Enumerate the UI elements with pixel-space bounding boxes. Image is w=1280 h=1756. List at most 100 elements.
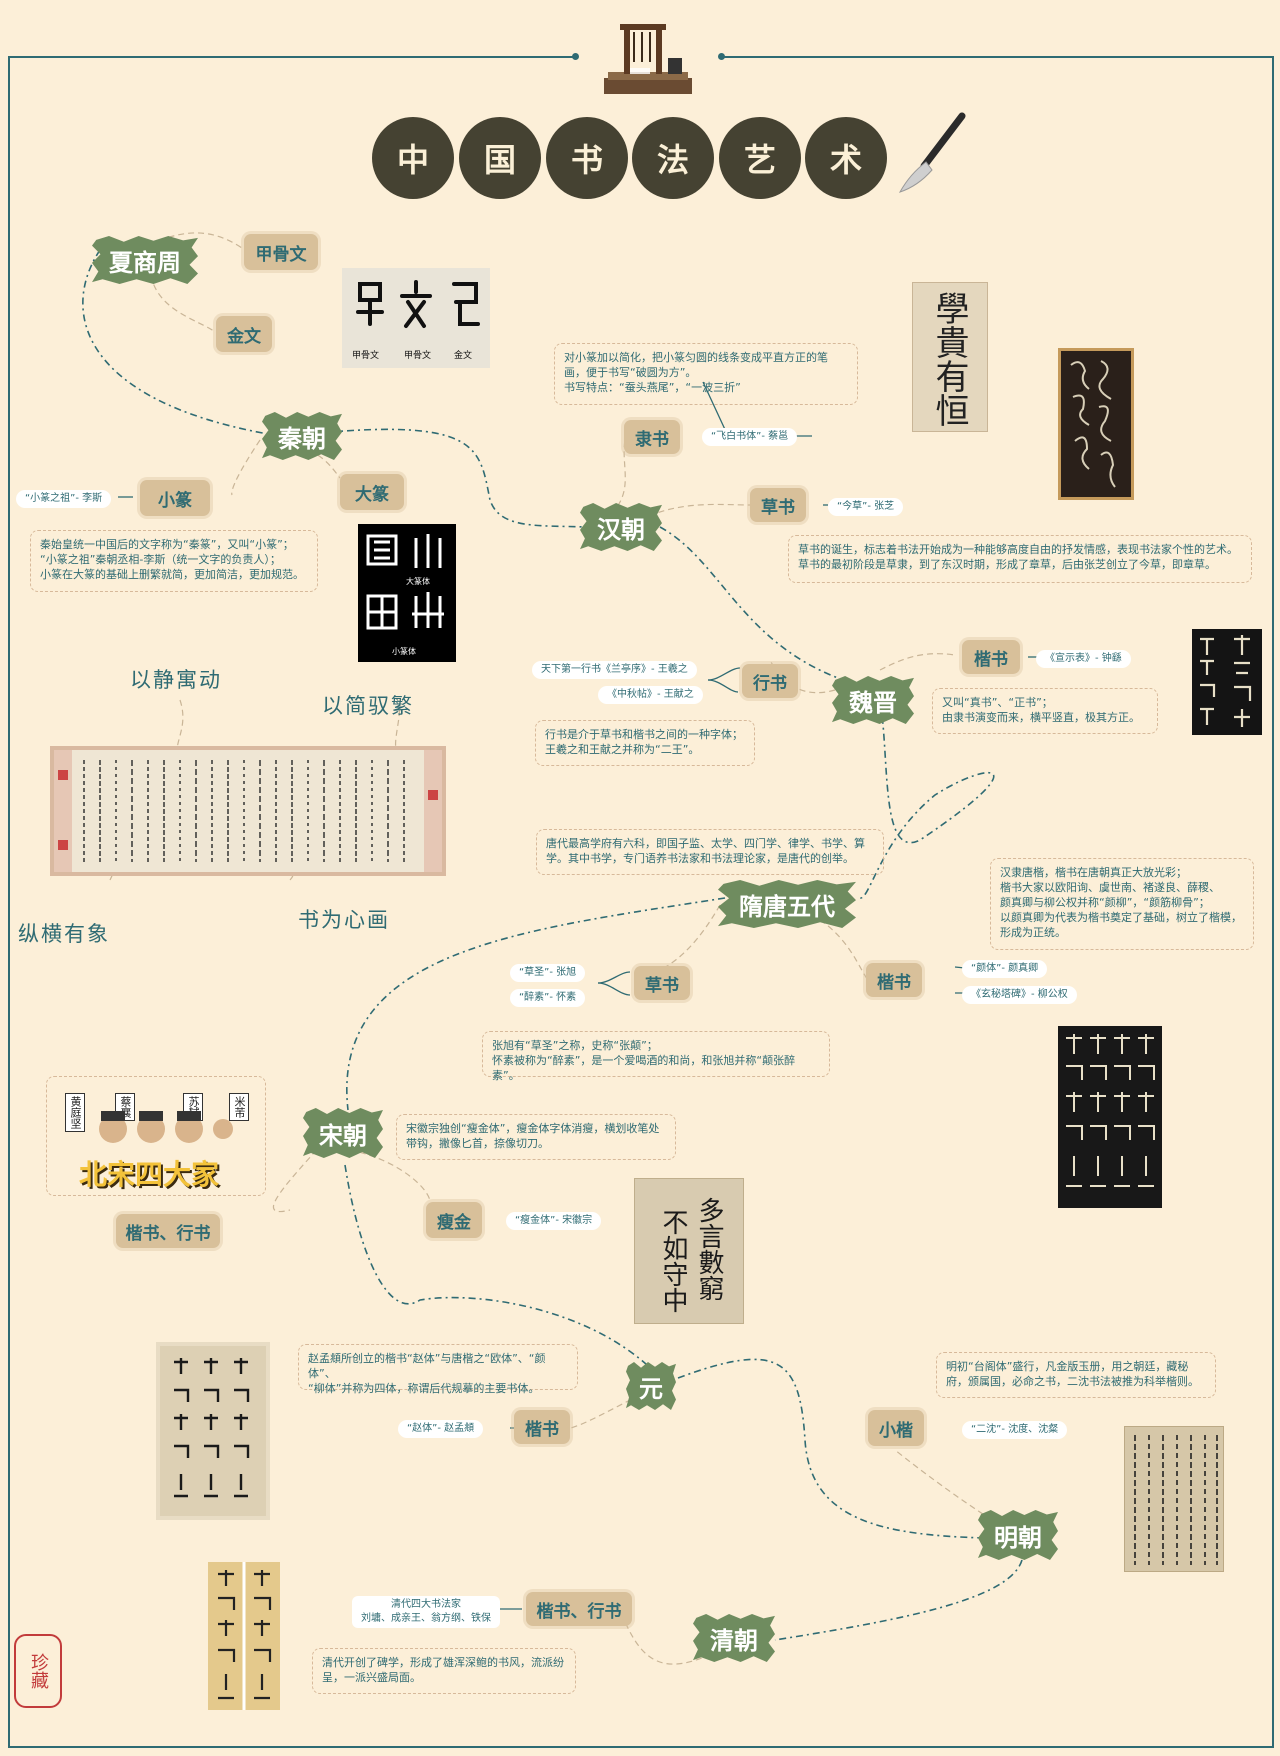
motto-zongheng: 纵横有象 [18, 922, 110, 946]
pill-zuisu: “醉素”- 怀素 [510, 989, 586, 1007]
dynasty-han[interactable]: 汉朝 [580, 503, 662, 551]
tag-kaishu-wei[interactable]: 楷书 [962, 640, 1020, 674]
pill-shoujinti: “瘦金体”- 宋徽宗 [506, 1212, 602, 1230]
frame-top-left [8, 56, 576, 58]
note-line: “柳体”并称为四体，称谓后代规摹的主要书体。 [308, 1382, 540, 1395]
pill-xiaozhuan-ancestor: “小篆之祖”- 李斯 [16, 490, 112, 508]
xiaokai-glyphs [1134, 1435, 1218, 1565]
tag-kaishu-tang[interactable]: 楷书 [866, 963, 922, 997]
note-line: 王羲之和王献之并称为“二王”。 [545, 743, 700, 756]
zhao-kaishu-image [156, 1342, 270, 1520]
pill-xuanshibiao: 《宣示表》- 钟繇 [1036, 650, 1131, 668]
dynasty-qin[interactable]: 秦朝 [262, 412, 342, 460]
cursive-strokes [1070, 360, 1116, 488]
dynasty-suitang[interactable]: 隋唐五代 [718, 880, 856, 928]
kaishu-rubbing-tang [1058, 1026, 1162, 1208]
note-line: 书写特点：“蚕头燕尾”，“一波三折” [564, 381, 741, 394]
note-line: 楷书大家以欧阳询、虞世南、褚遂良、薛稷、 [1000, 881, 1220, 894]
tag-kaishu-yuan[interactable]: 楷书 [514, 1410, 570, 1444]
note-line: 草书的诞生，标志着书法开始成为一种能够高度自由的抒发情感，表现书法家个性的艺术。 [798, 543, 1238, 556]
note-line: 呈，一派兴盛局面。 [322, 1671, 421, 1684]
oracle-bone-image: 甲骨文 甲骨文 金文 [342, 268, 490, 368]
pill-caosheng: “草圣”- 张旭 [510, 964, 586, 982]
seal-text: 珍藏 [28, 1653, 49, 1689]
frame-top-right [722, 56, 1272, 58]
dynasty-ming[interactable]: 明朝 [978, 1510, 1058, 1560]
tag-kai-xing-qing[interactable]: 楷书、行书 [526, 1592, 632, 1626]
note-line: “小篆之祖”秦朝丞相-李斯（统一文字的负责人）； [40, 553, 281, 566]
title-char-5: 艺 [719, 117, 801, 199]
tag-kai-xing-song[interactable]: 楷书、行书 [116, 1214, 220, 1248]
dynasty-qing[interactable]: 清朝 [693, 1614, 775, 1662]
tag-jiaguwen[interactable]: 甲骨文 [244, 234, 318, 270]
xiaokai-image [1124, 1426, 1224, 1572]
tag-xiaokai[interactable]: 小楷 [868, 1410, 924, 1446]
dynasty-weijin[interactable]: 魏晋 [832, 676, 914, 724]
motto-yijing: 以静寓动 [130, 668, 222, 692]
title-char-3: 书 [546, 117, 628, 199]
tag-caoshu-tang[interactable]: 草书 [634, 966, 690, 1000]
pill-feibai: “飞白书体”- 蔡邕 [702, 428, 798, 446]
note-line: 张旭有“草圣”之称，史称“张颠”； [492, 1039, 658, 1052]
note-kaishu-wei: 又叫“真书”、“正书”； 由隶书演变而来，横平竖直，极其方正。 [932, 688, 1158, 734]
note-line: 明初“台阁体”盛行，凡金版玉册，用之朝廷，藏秘 [946, 1360, 1189, 1373]
song-masters-title: 北宋四大家 [79, 1158, 220, 1191]
page-frame [8, 56, 1274, 1748]
title-char-4: 法 [632, 117, 714, 199]
note-line: 学。其中书学，专门语养书法家和书法理论家，是唐代的创举。 [546, 852, 854, 865]
song-masters-portraits [99, 1111, 233, 1143]
note-line: 草书的最初阶段是草隶，到了东汉时期，形成了章草，后由张芝创立了今草，即章草。 [798, 558, 1216, 571]
note-line: 宋徽宗独创“瘦金体”，瘦金体字体消瘦，横划收笔处 [406, 1122, 660, 1135]
note-line: 汉隶唐楷，楷书在唐朝真正大放光彩； [1000, 866, 1187, 879]
shoujin-text-2: 不如守中 [658, 1209, 688, 1313]
song-master-1: 黄庭坚 [65, 1093, 85, 1132]
tag-shoujin[interactable]: 瘦金 [426, 1202, 482, 1238]
note-line: 带钩，撇像匕首，捺像切刀。 [406, 1137, 549, 1150]
collection-seal: 珍藏 [14, 1634, 62, 1708]
note-line: 颜真卿与柳公权并称“颜柳”，“颜筋柳骨”； [1000, 896, 1210, 909]
tag-lishu[interactable]: 隶书 [624, 420, 680, 454]
qing-couplet-image [208, 1562, 280, 1710]
note-line: 秦始皇统一中国后的文字称为“秦篆”，又叫“小篆”； [40, 538, 294, 551]
dynasty-xia-shang-zhou[interactable]: 夏商周 [92, 236, 198, 284]
tag-xiaozhuan[interactable]: 小篆 [140, 480, 210, 516]
oracle-label-1: 甲骨文 [352, 351, 380, 361]
song-masters-image: 黄庭坚 蔡襄 苏轼 米芾 北宋四大家 [46, 1076, 266, 1196]
kaishu-glyphs-tang [1066, 1034, 1155, 1187]
note-line: 由隶书演变而来，横平竖直，极其方正。 [942, 711, 1140, 724]
title-char-6: 术 [805, 117, 887, 199]
kaishu-rubbing-wei [1192, 629, 1262, 735]
zhao-glyphs [174, 1358, 250, 1498]
note-line: 唐代最高学府有六科，即国子监、太学、四门学、律学、书学、算 [546, 837, 865, 850]
frame-dot-left [572, 53, 579, 60]
dynasty-song[interactable]: 宋朝 [303, 1108, 383, 1158]
tag-xingshu[interactable]: 行书 [742, 664, 798, 698]
note-line: 对小篆加以简化，把小篆匀圆的线条变成平直方正的笔 [564, 351, 828, 364]
note-qing: 清代开创了碑学，形成了雄浑深鲍的书风，流派纷 呈，一派兴盛局面。 [312, 1648, 576, 1694]
note-xingshu: 行书是介于草书和楷书之间的一种字体； 王羲之和王献之并称为“二王”。 [535, 720, 755, 766]
qing-masters-title: 清代四大书法家 [391, 1599, 461, 1610]
dynasty-yuan[interactable]: 元 [626, 1362, 676, 1410]
couplet-glyphs [218, 1562, 272, 1710]
note-caoshu-han: 草书的诞生，标志着书法开始成为一种能够高度自由的抒发情感，表现书法家个性的艺术。… [788, 535, 1252, 583]
tag-dazhuan[interactable]: 大篆 [340, 474, 404, 510]
pill-ershen: “二沈”- 沈度、沈粲 [962, 1421, 1068, 1439]
tag-jinwen[interactable]: 金文 [216, 316, 272, 352]
title-char-2: 国 [459, 117, 541, 199]
frame-dot-right [718, 53, 725, 60]
note-line: 以颜真卿为代表为楷书奠定了基础，树立了楷模， [1000, 911, 1242, 924]
qing-masters-names: 刘墉、成亲王、翁方纲、铁保 [361, 1613, 491, 1624]
note-shoujin: 宋徽宗独创“瘦金体”，瘦金体字体消瘦，横划收笔处 带钩，撇像匕首，捺像切刀。 [396, 1114, 676, 1160]
brush-icon [898, 112, 966, 193]
song-master-4: 米芾 [229, 1093, 249, 1121]
seal-script-image: 大篆体 小篆体 [358, 524, 456, 662]
note-line: 怀素被称为“醉素”，是一个爱喝酒的和尚，和张旭并称“颠张醉素”。 [492, 1054, 796, 1082]
tag-caoshu-han[interactable]: 草书 [750, 488, 806, 522]
seal-glyphs [366, 534, 444, 630]
note-line: 行书是介于草书和楷书之间的一种字体； [545, 728, 743, 741]
cursive-calligraphy-image [1058, 348, 1134, 500]
pill-zhongqiu: 《中秋帖》- 王献之 [598, 686, 703, 704]
pill-lanting: 天下第一行书《兰亭序》- 王羲之 [532, 661, 697, 679]
zhuan-label-big: 大篆体 [406, 577, 430, 586]
